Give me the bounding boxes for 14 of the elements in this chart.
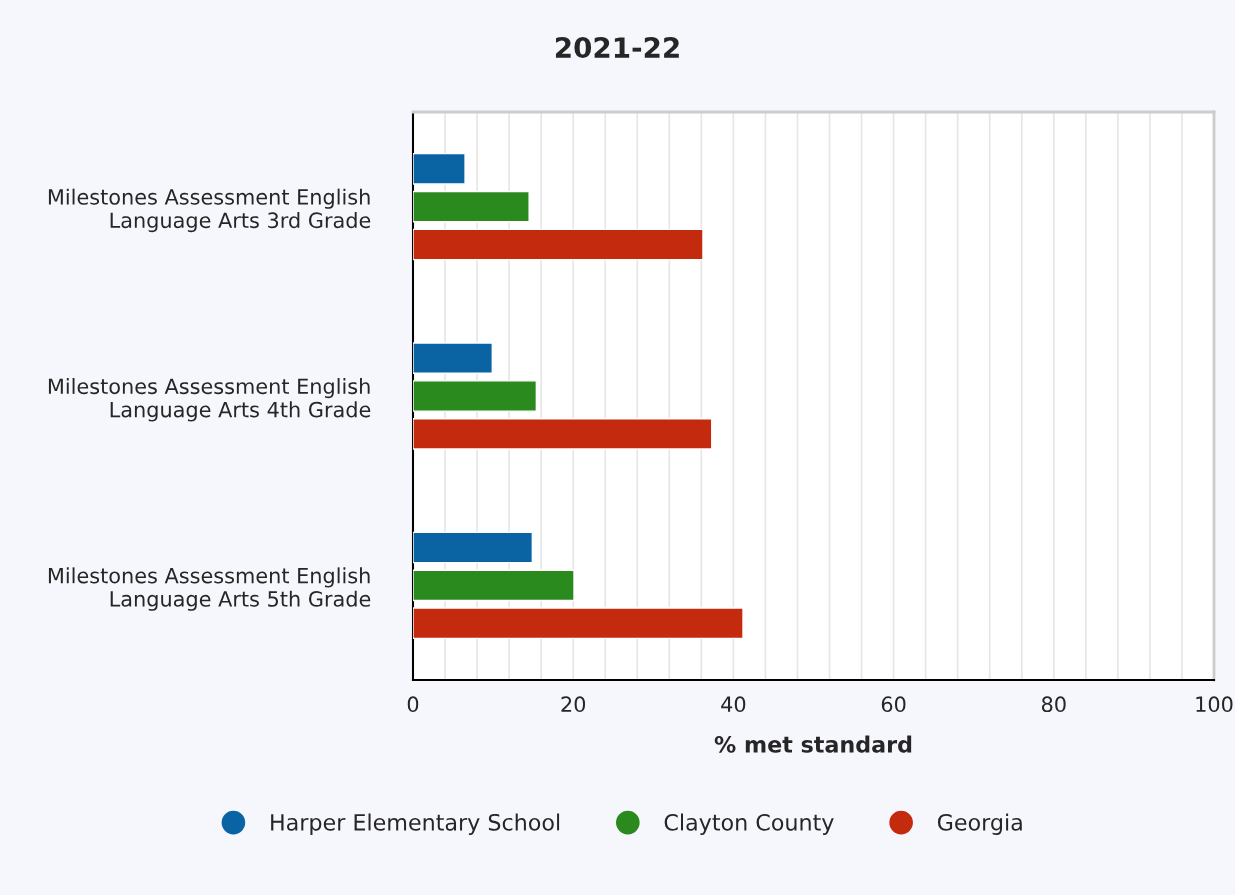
legend-label: Clayton County [664, 813, 834, 835]
y-tick-label: Milestones Assessment English Language Arts 5th Grade [48, 567, 371, 611]
x-tick-label: 60 [881, 696, 906, 713]
x-tick-label: 80 [1041, 696, 1066, 713]
legend-label: Georgia [937, 813, 1022, 835]
x-axis-title: % met standard [714, 735, 912, 753]
x-tick-label: 40 [721, 696, 746, 713]
chart-title: 2021-22 [555, 37, 679, 59]
x-tick-label: 100 [1196, 696, 1233, 713]
x-tick-label: 20 [561, 696, 586, 713]
legend-label: Harper Elementary School [271, 813, 560, 835]
y-tick-label: Milestones Assessment English Language Arts 3rd Grade [48, 188, 371, 233]
x-tick-label: 0 [407, 696, 419, 713]
y-tick-label: Milestones Assessment English Language Arts 4th Grade [48, 378, 371, 422]
